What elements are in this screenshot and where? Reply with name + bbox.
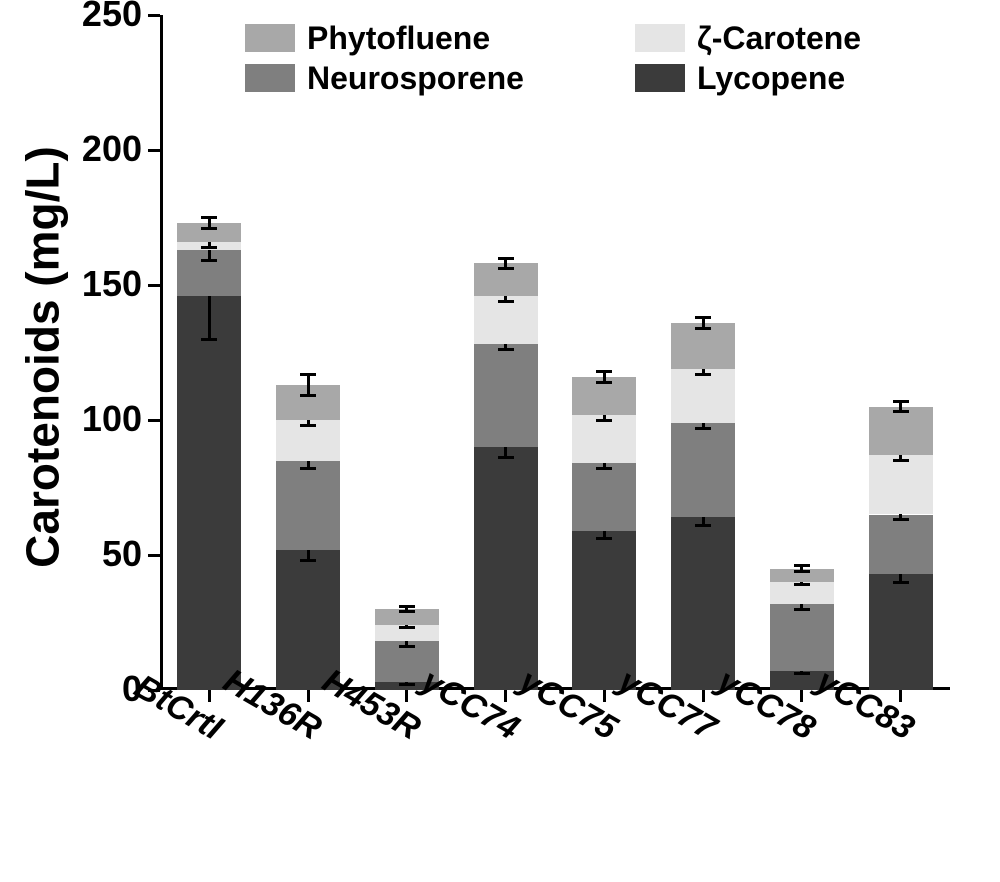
error-cap [498, 348, 514, 351]
error-cap [399, 626, 415, 629]
bar-segment-neurosporene [276, 461, 340, 550]
legend-swatch-neurosporene [245, 64, 295, 92]
bar-segment-phytofluene [869, 407, 933, 456]
error-cap [201, 246, 217, 249]
error-cap [498, 267, 514, 270]
y-tick-label: 250 [52, 0, 142, 35]
y-tick [148, 554, 160, 557]
legend-label-zeta: ζ-Carotene [697, 20, 861, 57]
legend-swatch-phytofluene [245, 24, 295, 52]
error-cap [794, 583, 810, 586]
y-tick [148, 284, 160, 287]
bar-segment-zeta [671, 369, 735, 423]
y-tick-label: 50 [52, 533, 142, 575]
error-cap [893, 581, 909, 584]
error-cap [596, 419, 612, 422]
y-tick [148, 14, 160, 17]
error-cap [893, 400, 909, 403]
error-cap [201, 227, 217, 230]
error-cap [498, 300, 514, 303]
legend-swatch-zeta [635, 24, 685, 52]
error-cap [201, 216, 217, 219]
error-cap [498, 456, 514, 459]
error-cap [399, 610, 415, 613]
error-cap [300, 559, 316, 562]
error-cap [695, 427, 711, 430]
error-cap [596, 537, 612, 540]
error-cap [300, 467, 316, 470]
bar-segment-zeta [474, 296, 538, 345]
y-tick-label: 100 [52, 398, 142, 440]
bar-segment-lycopene [869, 574, 933, 690]
error-cap [201, 259, 217, 262]
error-cap [695, 316, 711, 319]
error-cap [300, 394, 316, 397]
error-cap [794, 564, 810, 567]
y-tick [148, 149, 160, 152]
y-tick-label: 150 [52, 263, 142, 305]
carotenoid-stacked-bar-chart: Carotenoids (mg/L)050100150200250BtCrtIH… [0, 0, 1000, 882]
error-cap [893, 410, 909, 413]
error-cap [300, 424, 316, 427]
legend-label-neurosporene: Neurosporene [307, 60, 524, 97]
error-stem [307, 374, 310, 396]
bar-segment-neurosporene [869, 515, 933, 574]
bar-segment-lycopene [177, 296, 241, 690]
bar-segment-neurosporene [671, 423, 735, 518]
error-cap [695, 373, 711, 376]
error-cap [893, 459, 909, 462]
error-cap [695, 327, 711, 330]
y-tick-label: 200 [52, 128, 142, 170]
error-cap [300, 373, 316, 376]
x-tick [899, 690, 902, 702]
legend-label-phytofluene: Phytofluene [307, 20, 490, 57]
bar-segment-zeta [869, 455, 933, 514]
error-cap [201, 338, 217, 341]
error-cap [596, 370, 612, 373]
legend-swatch-lycopene [635, 64, 685, 92]
error-cap [794, 570, 810, 573]
error-cap [596, 381, 612, 384]
error-cap [695, 524, 711, 527]
error-cap [498, 257, 514, 260]
error-cap [893, 518, 909, 521]
error-cap [596, 467, 612, 470]
error-cap [399, 605, 415, 608]
bar-segment-neurosporene [572, 463, 636, 531]
legend-label-lycopene: Lycopene [697, 60, 845, 97]
bar-segment-neurosporene [474, 344, 538, 447]
error-cap [794, 608, 810, 611]
y-tick [148, 419, 160, 422]
bar-segment-zeta [572, 415, 636, 464]
y-axis-title: Carotenoids (mg/L) [15, 19, 69, 694]
